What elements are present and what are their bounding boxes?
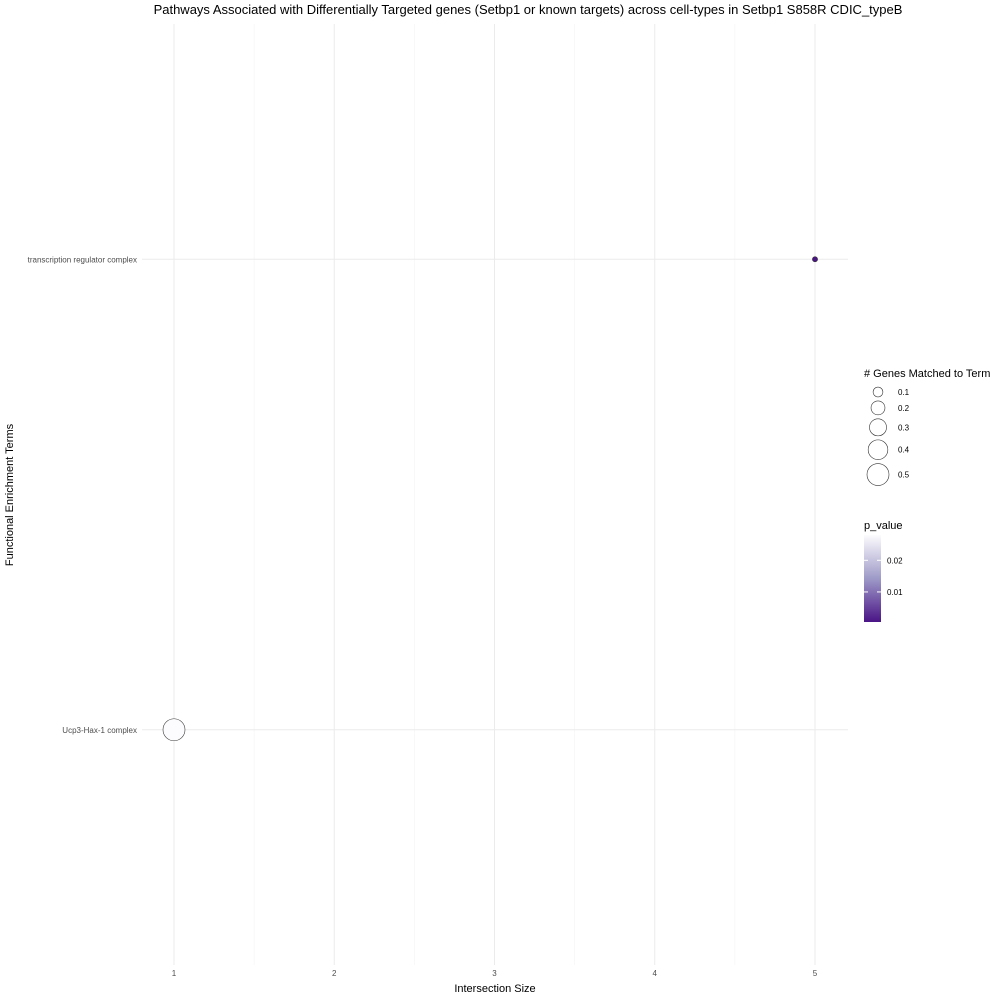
x-tick-label: 4 [653,969,658,978]
color-bar [864,535,881,622]
data-point [812,256,818,263]
x-tick-label: 5 [813,969,818,978]
size-legend-label: 0.2 [898,404,910,413]
size-legend-symbol [872,386,884,398]
size-legend: # Genes Matched to Term 0.1 0.2 0.3 0.4 0.5 [864,368,990,486]
color-legend-title: p_value [864,520,903,532]
color-legend-label: 0.01 [887,588,903,597]
y-axis-title: Functional Enrichment Terms [4,423,16,566]
size-legend-title: # Genes Matched to Term [864,368,990,380]
size-legend-label: 0.1 [898,388,910,397]
x-tick-labels: 1 2 3 4 5 [172,969,818,978]
x-tick-label: 2 [332,969,337,978]
size-legend-symbol [869,418,887,437]
color-legend-label: 0.02 [887,556,903,565]
grid-lines [142,24,848,965]
x-axis-title: Intersection Size [454,983,535,995]
size-legend-label: 0.3 [898,423,910,432]
size-legend-symbol [870,400,886,416]
data-point [162,718,186,742]
color-legend: p_value 0.02 0.01 [864,520,903,622]
data-points [162,256,818,742]
size-legend-symbol [867,439,889,460]
x-tick-label: 3 [492,969,497,978]
size-legend-symbol [866,463,890,486]
y-tick-label: Ucp3-Hax-1 complex [62,726,137,735]
size-legend-label: 0.5 [898,471,910,480]
chart-title: Pathways Associated with Differentially … [154,2,903,17]
y-tick-labels: Ucp3-Hax-1 complex transcription regulato… [28,255,137,735]
size-legend-label: 0.4 [898,446,910,455]
x-tick-label: 1 [172,969,177,978]
y-tick-label: transcription regulator complex [28,255,137,264]
